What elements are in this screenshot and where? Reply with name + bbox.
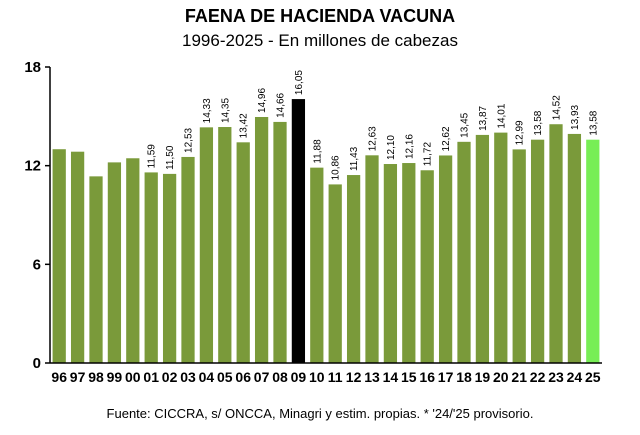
bar-99	[107, 162, 122, 363]
x-tick-label-10: 10	[309, 369, 325, 385]
chart-subtitle: 1996-2025 - En millones de cabezas	[182, 31, 458, 50]
bar-21	[512, 149, 526, 363]
bar-14	[383, 164, 398, 363]
x-tick-label-12: 12	[346, 369, 362, 385]
bar-06	[236, 142, 250, 363]
bar-22	[530, 139, 545, 363]
x-tick-label-02: 02	[162, 369, 178, 385]
x-tick-label-04: 04	[199, 369, 215, 385]
bar-16	[420, 170, 434, 363]
x-tick-label-14: 14	[383, 369, 399, 385]
y-tick-label-0: 0	[33, 355, 41, 372]
data-label-23: 14,52	[552, 95, 563, 120]
bar-01	[144, 172, 158, 363]
x-tick-label-99: 99	[107, 369, 123, 385]
x-tick-label-20: 20	[493, 369, 509, 385]
bar-12	[346, 175, 361, 363]
data-label-08: 14,66	[276, 92, 287, 117]
bar-11	[328, 184, 342, 363]
x-tick-label-98: 98	[88, 369, 104, 385]
data-label-10: 11,88	[312, 139, 323, 164]
bar-09	[291, 99, 306, 363]
bar-15	[402, 163, 416, 363]
bar-97	[70, 151, 85, 363]
data-label-12: 11,43	[349, 146, 360, 171]
data-label-09: 16,05	[294, 70, 305, 95]
data-label-02: 11,50	[165, 145, 176, 170]
bar-23	[549, 124, 563, 363]
data-label-01: 11,59	[147, 144, 158, 169]
bar-04	[199, 127, 214, 363]
data-label-24: 13,93	[570, 104, 581, 129]
x-tick-label-17: 17	[438, 369, 454, 385]
data-label-18: 13,45	[460, 112, 471, 137]
bar-02	[162, 173, 177, 363]
bar-19	[475, 134, 490, 363]
bar-07	[254, 116, 269, 364]
x-tick-label-09: 09	[291, 369, 307, 385]
data-label-19: 13,87	[478, 105, 489, 130]
bar-20	[494, 132, 508, 363]
data-label-11: 10,86	[331, 155, 342, 180]
data-label-25: 13,58	[588, 110, 599, 135]
x-tick-label-23: 23	[548, 369, 564, 385]
x-tick-label-03: 03	[180, 369, 196, 385]
x-tick-label-01: 01	[143, 369, 159, 385]
bar-17	[438, 155, 453, 363]
bar-05	[218, 127, 232, 364]
x-tick-label-11: 11	[328, 369, 343, 385]
x-tick-label-00: 00	[125, 369, 141, 385]
x-tick-label-08: 08	[272, 369, 288, 385]
x-tick-label-22: 22	[530, 369, 546, 385]
x-tick-label-06: 06	[235, 369, 251, 385]
bar-24	[567, 133, 582, 363]
data-label-20: 14,01	[496, 103, 507, 128]
data-label-07: 14,96	[257, 88, 268, 113]
x-tick-label-19: 19	[475, 369, 491, 385]
y-tick-label-6: 6	[33, 256, 41, 273]
x-tick-label-24: 24	[567, 369, 583, 385]
y-tick-label-18: 18	[24, 59, 41, 76]
data-label-15: 12,16	[404, 134, 415, 159]
bar-18	[457, 141, 471, 363]
x-tick-label-13: 13	[364, 369, 380, 385]
y-tick-label-12: 12	[24, 158, 41, 175]
x-tick-label-15: 15	[401, 369, 417, 385]
x-tick-label-97: 97	[70, 369, 86, 385]
bar-03	[181, 156, 195, 363]
data-label-21: 12,99	[515, 120, 526, 145]
data-label-17: 12,62	[441, 126, 452, 151]
x-tick-label-05: 05	[217, 369, 233, 385]
x-tick-label-16: 16	[419, 369, 435, 385]
bar-00	[126, 158, 140, 363]
bar-13	[365, 155, 379, 363]
data-label-06: 13,42	[239, 113, 250, 138]
bar-10	[310, 167, 324, 363]
x-tick-label-07: 07	[254, 369, 270, 385]
bar-98	[89, 176, 103, 363]
data-label-16: 11,72	[423, 142, 434, 167]
data-label-03: 12,53	[184, 127, 195, 152]
data-label-05: 14,35	[220, 98, 231, 123]
data-label-13: 12,63	[368, 126, 379, 151]
bar-25	[586, 139, 600, 363]
bar-08	[273, 121, 287, 363]
source-note: Fuente: CICCRA, s/ ONCCA, Minagri y esti…	[106, 406, 534, 421]
x-tick-label-18: 18	[456, 369, 472, 385]
x-tick-label-25: 25	[585, 369, 601, 385]
bar-96	[52, 149, 66, 363]
chart-title: FAENA DE HACIENDA VACUNA	[184, 6, 456, 26]
data-label-22: 13,58	[533, 110, 544, 135]
data-label-04: 14,33	[202, 98, 213, 123]
data-label-14: 12,10	[386, 135, 397, 160]
x-tick-label-96: 96	[51, 369, 67, 385]
x-tick-label-21: 21	[511, 369, 527, 385]
